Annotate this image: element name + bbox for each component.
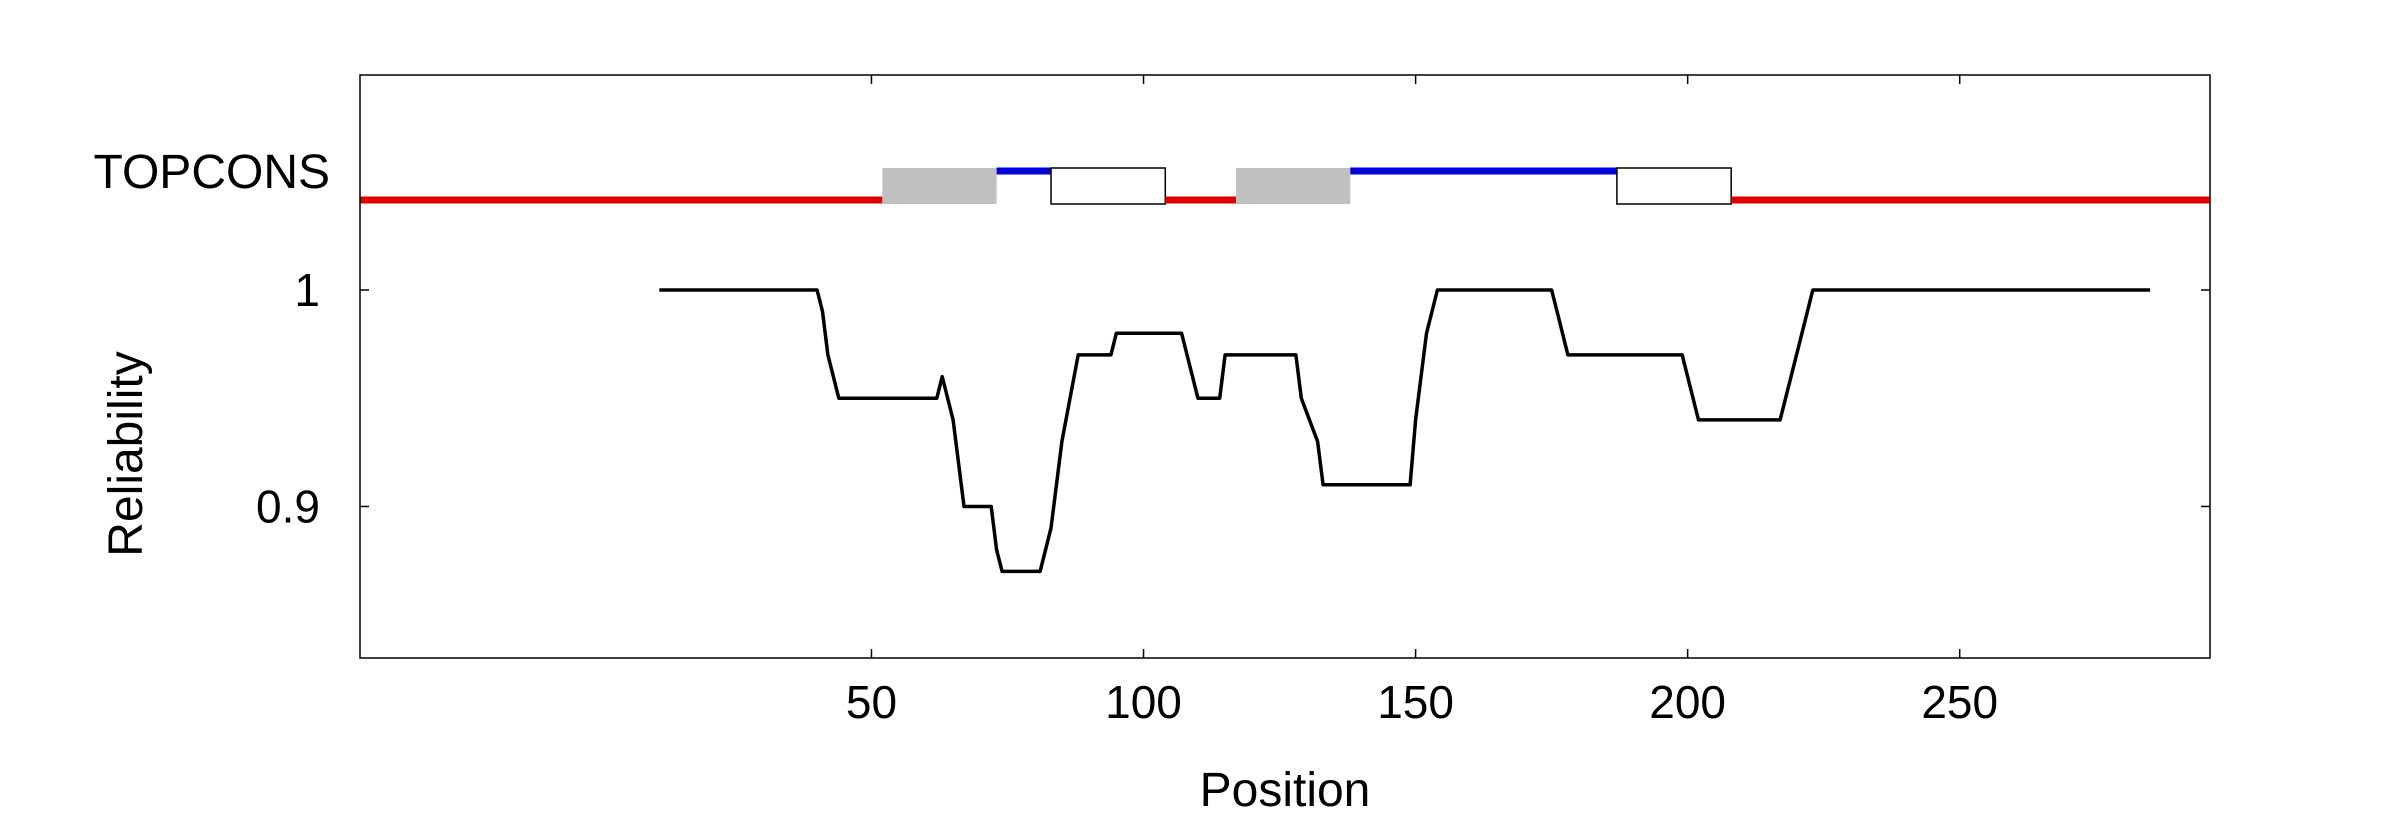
- topology-helix-out-in: [1050, 167, 1167, 205]
- x-tick-label: 50: [846, 676, 897, 728]
- topology-helix-in-out: [882, 168, 997, 204]
- y-tick-label: 1: [294, 264, 320, 316]
- axis-ticks: 50 100 150 200 250 0.9 1: [256, 75, 2210, 728]
- topology-helix-in-out: [1236, 168, 1351, 204]
- x-tick-label: 250: [1921, 676, 1998, 728]
- reliability-line-layer: [659, 288, 2151, 574]
- x-tick-label: 100: [1105, 676, 1182, 728]
- y-axis-label: Reliability: [100, 351, 153, 556]
- reliability-line: [659, 288, 2151, 574]
- track-label: TOPCONS: [94, 146, 330, 199]
- topology-helix-out-in: [1616, 167, 1732, 205]
- x-tick-label: 150: [1377, 676, 1454, 728]
- topology-track: [360, 167, 2210, 205]
- y-tick-label: 0.9: [256, 480, 320, 532]
- plot-frame: [359, 74, 2211, 659]
- x-axis-label: Position: [1200, 764, 1371, 817]
- x-tick-label: 200: [1649, 676, 1726, 728]
